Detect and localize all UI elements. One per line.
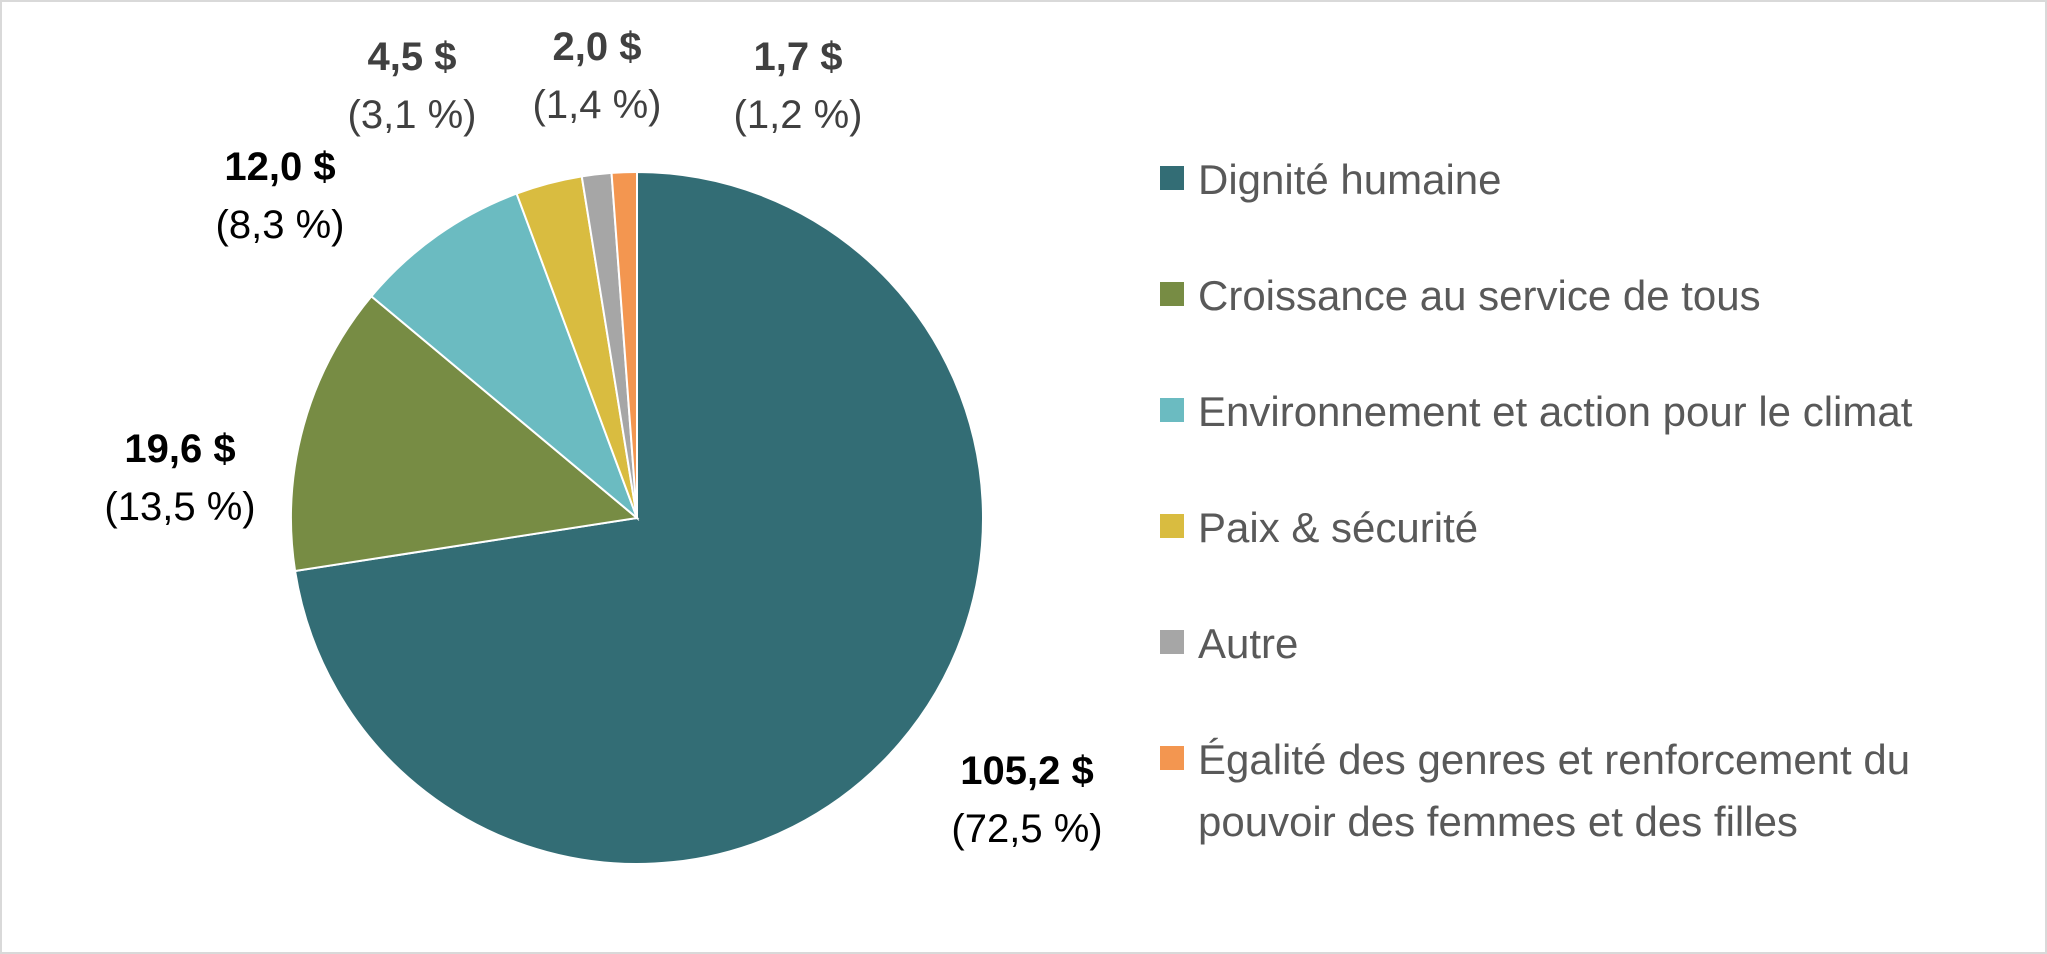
pie-slice-environnement-et-action-pour-le-climat: [369, 192, 640, 522]
legend-swatch: [1160, 166, 1184, 190]
pie-slice-croissance-au-service-de-tous: [290, 294, 640, 573]
data-label-percent: (13,5 %): [104, 485, 255, 529]
legend-swatch: [1160, 746, 1184, 770]
legend-label: Croissance au service de tous: [1198, 272, 1761, 319]
legend-swatch: [1160, 630, 1184, 654]
legend-label: Égalité des genres et renforcement du pou…: [1198, 736, 1910, 845]
pie-slice-dignite-humaine: [293, 170, 984, 865]
data-label-value: 2,0 $: [553, 25, 642, 69]
legend: Dignité humaine Croissance au service de …: [1160, 156, 1913, 845]
data-label-value: 19,6 $: [124, 427, 235, 471]
legend-label: Environnement et action pour le climat: [1198, 388, 1913, 435]
legend-label: Dignité humaine: [1198, 156, 1502, 203]
legend-label: Paix & sécurité: [1198, 504, 1478, 551]
data-label-percent: (3,1 %): [348, 93, 477, 137]
pie-slices: [290, 170, 984, 865]
data-label-value: 4,5 $: [368, 35, 457, 79]
legend-label: Autre: [1198, 620, 1298, 667]
data-label-percent: (1,2 %): [734, 93, 863, 137]
data-label-percent: (8,3 %): [216, 203, 345, 247]
legend-swatch: [1160, 398, 1184, 422]
data-labels: 105,2 $ (72,5 %) 19,6 $ (13,5 %) 12,0 $ (8,3 …: [104, 25, 1102, 851]
data-label-percent: (72,5 %): [951, 807, 1102, 851]
data-label-value: 1,7 $: [754, 35, 843, 79]
data-label-percent: (1,4 %): [533, 83, 662, 127]
legend-swatch: [1160, 282, 1184, 306]
pie-slice-egalite-des-genres-et-renforcement-du-pouvoir-des-femmes-et-des-filles: [610, 170, 638, 519]
data-label-value: 12,0 $: [224, 145, 335, 189]
legend-swatch: [1160, 514, 1184, 538]
data-label-value: 105,2 $: [960, 749, 1093, 793]
